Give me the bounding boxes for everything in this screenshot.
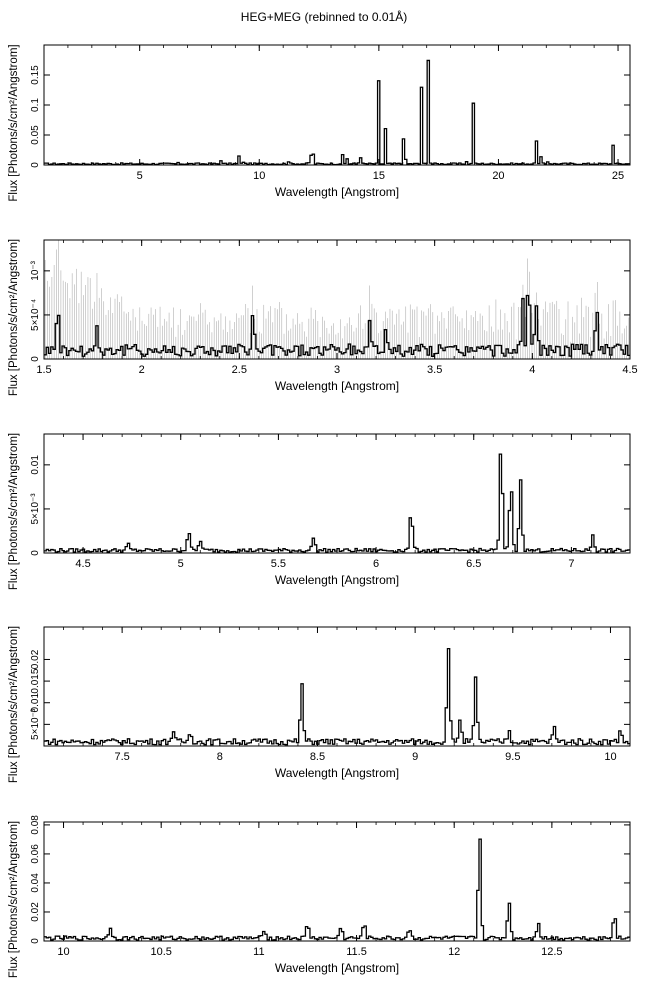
- spectrum-series: [44, 59, 630, 166]
- y-tick-label: 0.02: [30, 649, 41, 669]
- x-tick-label: 10.5: [150, 946, 171, 958]
- plot-frame: [43, 44, 631, 166]
- x-tick-label: 15: [373, 170, 385, 182]
- y-axis-label: Flux [Photons/s/cm²/Angstrom]: [8, 44, 20, 201]
- y-tick-label: 0.01: [30, 693, 41, 713]
- x-tick-label: 10: [253, 170, 265, 182]
- x-tick-label: 10: [57, 946, 69, 958]
- x-tick-label: 6: [373, 558, 379, 570]
- y-axis-label: Flux [Photons/s/cm²/Angstrom]: [8, 821, 20, 978]
- spectrum-series: [44, 838, 630, 941]
- y-tick-label: 0.15: [30, 65, 41, 85]
- x-tick-label: 12: [448, 946, 460, 958]
- x-tick-label: 4.5: [622, 364, 637, 376]
- y-tick-label: 5×10⁻³: [30, 493, 41, 525]
- y-tick-label: 0.02: [30, 902, 41, 922]
- x-tick-label: 10: [604, 751, 616, 763]
- x-axis-label: Wavelength [Angstrom]: [275, 379, 399, 393]
- y-tick-label: 5×10⁻⁴: [30, 299, 41, 331]
- spectrum-series: [44, 294, 630, 357]
- error-bars: [44, 240, 630, 359]
- y-tick-label: 0: [30, 162, 41, 168]
- y-tick-label: 0.08: [30, 815, 41, 835]
- x-tick-label: 25: [612, 170, 624, 182]
- x-tick-label: 20: [492, 170, 504, 182]
- y-tick-label: 5×10⁻³: [30, 708, 41, 740]
- y-tick-label: 0.01: [30, 455, 41, 475]
- x-tick-label: 4.5: [75, 558, 90, 570]
- x-axis-label: Wavelength [Angstrom]: [275, 961, 399, 975]
- x-tick-label: 5: [137, 170, 143, 182]
- plot-frame: [43, 433, 631, 554]
- x-tick-label: 9.5: [505, 751, 520, 763]
- y-tick-label: 0: [30, 356, 41, 362]
- y-tick-label: 0: [30, 550, 41, 556]
- x-tick-label: 9: [412, 751, 418, 763]
- x-tick-label: 11.5: [346, 946, 367, 958]
- x-tick-label: 1.5: [36, 364, 51, 376]
- y-tick-label: 0: [30, 938, 41, 944]
- x-tick-label: 5.5: [271, 558, 286, 570]
- x-tick-label: 2: [139, 364, 145, 376]
- spectrum-series: [44, 647, 630, 746]
- chart-panel-5: 10 10.5 11 11.5 12 12.5 0 0.02 0.04 0.06 0.08 Wavel…: [8, 815, 631, 978]
- y-axis-label: Flux [Photons/s/cm²/Angstrom]: [8, 433, 20, 590]
- y-tick-label: 0.04: [30, 873, 41, 893]
- y-tick-label: 10⁻³: [30, 260, 41, 280]
- x-tick-label: 8: [217, 751, 223, 763]
- x-tick-label: 8.5: [310, 751, 325, 763]
- y-axis-label: Flux [Photons/s/cm²/Angstrom]: [8, 239, 20, 396]
- x-axis-label: Wavelength [Angstrom]: [275, 185, 399, 199]
- x-axis-label: Wavelength [Angstrom]: [275, 573, 399, 587]
- x-tick-label: 4: [529, 364, 535, 376]
- chart-panel-3: 4.5 5 5.5 6 6.5 7 0 5×10⁻³ 0.01 Wavelength [Angst…: [8, 433, 631, 590]
- y-axis-label: Flux [Photons/s/cm²/Angstrom]: [8, 626, 20, 783]
- plot-frame: [43, 239, 631, 360]
- y-tick-label: 0.06: [30, 844, 41, 864]
- y-tick-label: 0.1: [30, 98, 41, 112]
- x-tick-label: 7.5: [114, 751, 129, 763]
- plot-frame: [43, 821, 631, 942]
- x-tick-label: 2.5: [232, 364, 247, 376]
- x-tick-label: 5: [178, 558, 184, 570]
- x-tick-label: 12.5: [541, 946, 562, 958]
- x-tick-label: 3.5: [427, 364, 442, 376]
- chart-panel-2: 1.5 2 2.5 3 3.5 4 4.5 0 5×10⁻⁴ 10⁻³ Wavelength [An…: [8, 239, 638, 396]
- x-tick-label: 7: [568, 558, 574, 570]
- chart-panel-1: 5 10 15 20 25 0 0.05 0.1 0.15 Wavelength [Angstro…: [8, 44, 631, 202]
- plot-frame: [43, 626, 631, 747]
- x-tick-label: 3: [334, 364, 340, 376]
- spectrum-series: [44, 453, 630, 553]
- x-tick-label: 11: [253, 946, 264, 958]
- x-tick-label: 6.5: [466, 558, 481, 570]
- y-tick-label: 0.05: [30, 125, 41, 145]
- x-axis-label: Wavelength [Angstrom]: [275, 766, 399, 780]
- y-tick-label: 0.015: [30, 668, 41, 693]
- figure-title: HEG+MEG (rebinned to 0.01Å): [240, 10, 408, 24]
